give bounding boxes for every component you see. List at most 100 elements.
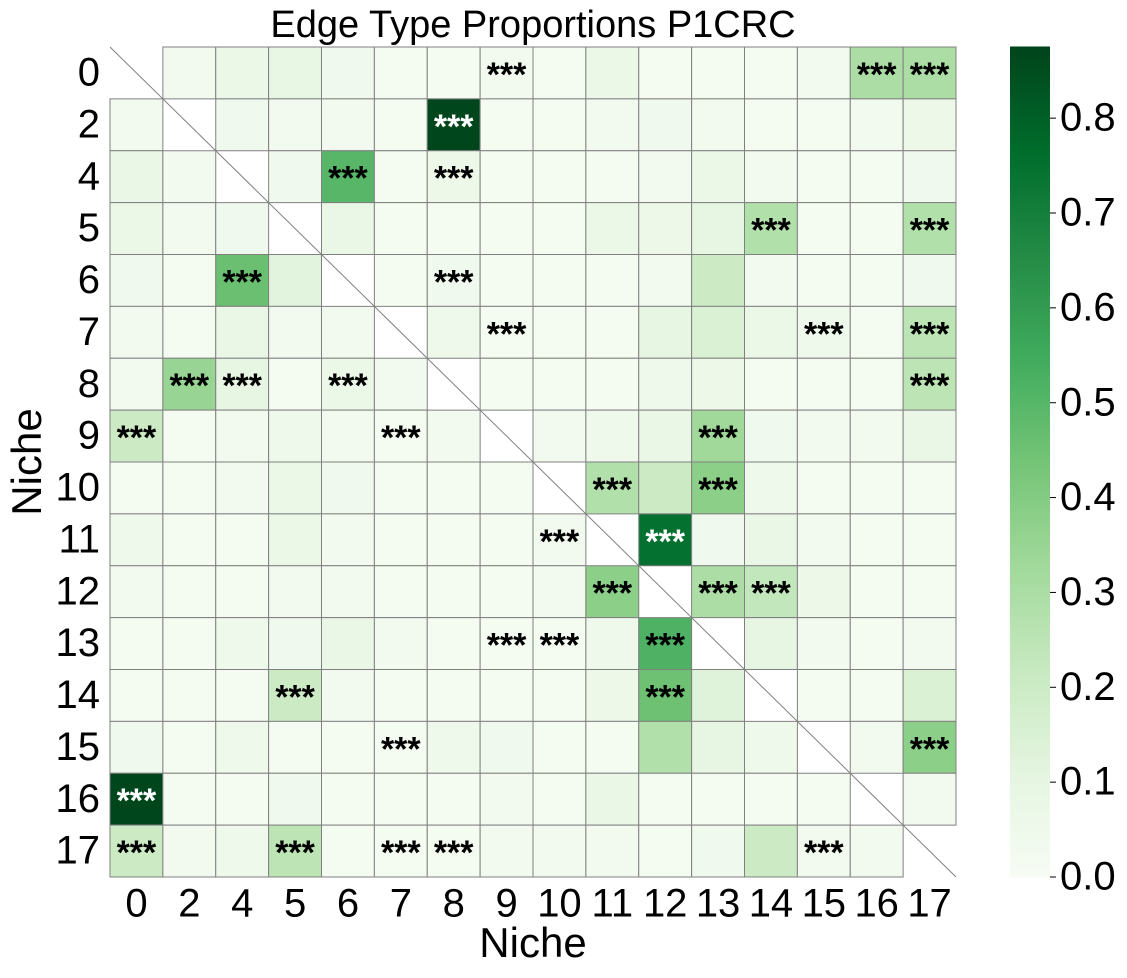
colorbar-segment	[1010, 855, 1050, 861]
colorbar-segment	[1010, 424, 1050, 430]
heatmap-cell	[268, 513, 322, 567]
heatmap-cell	[215, 513, 270, 567]
colorbar-segment	[1010, 54, 1050, 60]
y-tick-label: 9	[78, 414, 100, 458]
heatmap-cell	[109, 513, 164, 567]
colorbar-segment	[1010, 287, 1050, 293]
heatmap-cell	[215, 461, 270, 515]
colorbar-segment	[1010, 515, 1050, 521]
heatmap-cell	[109, 357, 164, 411]
heatmap-cell	[479, 150, 534, 204]
colorbar-segment	[1010, 337, 1050, 343]
colorbar-segment	[1010, 229, 1050, 235]
heatmap-cell	[373, 409, 428, 463]
colorbar-segment	[1010, 586, 1050, 592]
heatmap-cell	[215, 46, 270, 100]
colorbar-segment	[1010, 303, 1050, 309]
heatmap-cell	[321, 617, 375, 670]
heatmap-cell	[585, 98, 640, 152]
heatmap-cell	[849, 669, 904, 722]
heatmap-cell	[691, 98, 745, 152]
colorbar-segment	[1010, 254, 1050, 260]
colorbar-segment	[1010, 150, 1050, 156]
cell-annotation: ***	[540, 523, 580, 561]
cell-annotation: ***	[592, 471, 632, 509]
heatmap-cell	[426, 565, 481, 619]
heatmap-cell	[321, 513, 375, 567]
colorbar-segment	[1010, 324, 1050, 330]
heatmap-cell	[268, 565, 322, 619]
cell-annotation: ***	[487, 315, 527, 353]
x-tick-label: 14	[749, 882, 794, 926]
heatmap-cell	[744, 461, 798, 515]
heatmap-cell	[532, 202, 587, 255]
heatmap-cell	[373, 513, 428, 567]
heatmap-cell	[691, 202, 745, 255]
colorbar-segment	[1010, 370, 1050, 376]
colorbar-segment	[1010, 274, 1050, 280]
heatmap-cell	[585, 617, 640, 670]
colorbar-segment	[1010, 503, 1050, 509]
cell-annotation: ***	[381, 730, 421, 768]
colorbar-segment	[1010, 129, 1050, 135]
heatmap-cell	[215, 98, 270, 152]
heatmap-cell	[426, 669, 481, 722]
heatmap-cell	[585, 772, 640, 826]
heatmap-cell	[691, 772, 745, 826]
colorbar-segment	[1010, 565, 1050, 571]
heatmap-cell	[479, 46, 534, 100]
colorbar-segment	[1010, 615, 1050, 621]
heatmap-cell	[162, 305, 217, 359]
cell-annotation: ***	[698, 575, 738, 613]
y-tick-label: 2	[78, 102, 100, 146]
colorbar-segment	[1010, 486, 1050, 492]
heatmap-cell	[215, 617, 270, 670]
colorbar-segment	[1010, 262, 1050, 268]
heatmap-cell	[479, 617, 534, 670]
colorbar-segment	[1010, 494, 1050, 500]
colorbar-segment	[1010, 768, 1050, 774]
colorbar-segment	[1010, 278, 1050, 285]
colorbar-segment	[1010, 117, 1050, 123]
heatmap-cell	[902, 772, 957, 826]
colorbar-segment	[1010, 108, 1050, 114]
heatmap-cell	[109, 617, 164, 670]
heatmap-cell	[426, 305, 481, 359]
heatmap-cell	[268, 150, 322, 204]
colorbar-segment	[1010, 552, 1050, 558]
cell-annotation: ***	[910, 212, 950, 250]
heatmap-cell	[585, 150, 640, 204]
colorbar-tick-label: 0.7	[1060, 191, 1116, 235]
colorbar-segment	[1010, 125, 1050, 131]
colorbar-segment	[1010, 619, 1050, 625]
heatmap-cell	[321, 461, 375, 515]
heatmap-cell	[849, 461, 904, 515]
heatmap-cell	[638, 46, 693, 100]
heatmap-cell	[373, 461, 428, 515]
cell-annotation: ***	[910, 315, 950, 353]
heatmap-cell	[902, 46, 957, 100]
colorbar-segment	[1010, 208, 1050, 214]
heatmap-cell	[796, 461, 851, 515]
heatmap-cell	[585, 305, 640, 359]
colorbar-segment	[1010, 141, 1050, 148]
cell-annotation: ***	[275, 834, 315, 872]
heatmap-cell	[796, 669, 851, 722]
heatmap-cell	[373, 98, 428, 152]
heatmap-cell	[532, 720, 587, 774]
cell-annotation: ***	[804, 315, 844, 353]
heatmap-cell	[215, 669, 270, 722]
heatmap-cell	[691, 720, 745, 774]
heatmap-cell	[585, 202, 640, 255]
heatmap-cell	[849, 254, 904, 307]
colorbar-segment	[1010, 864, 1050, 870]
heatmap-cell	[796, 772, 851, 826]
heatmap-cell	[744, 824, 798, 878]
heatmap-cell	[744, 772, 798, 826]
heatmap-cell	[479, 98, 534, 152]
x-tick-label: 10	[537, 882, 582, 926]
colorbar-segment	[1010, 561, 1050, 567]
heatmap-cell	[691, 409, 745, 463]
colorbar-segment	[1010, 677, 1050, 683]
